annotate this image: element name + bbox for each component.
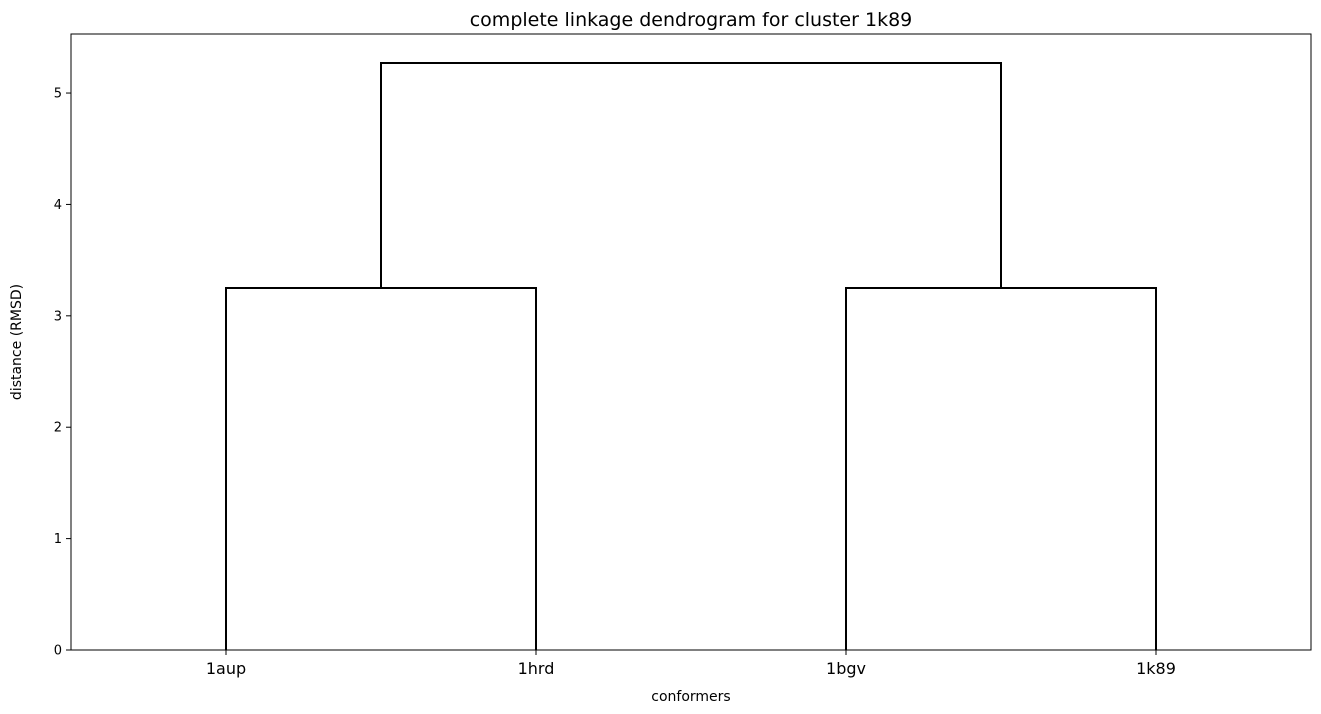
chart-title: complete linkage dendrogram for cluster … (470, 9, 913, 31)
dendrogram-links (225, 61, 1157, 650)
y-tick-label: 5 (54, 87, 62, 102)
leaf-label-1bgv: 1bgv (826, 659, 866, 678)
plot-area-frame (70, 33, 1312, 651)
leaf-label-1hrd: 1hrd (518, 659, 555, 678)
leaf-label-1k89: 1k89 (1136, 659, 1176, 678)
y-tick-label: 2 (54, 421, 62, 436)
y-axis: 0 1 2 3 4 5 (54, 87, 71, 659)
dendrogram-link-3 (380, 61, 1002, 288)
x-axis-label: conformers (651, 689, 730, 705)
y-tick-label: 3 (54, 309, 62, 324)
dendrogram-link-2 (845, 286, 1157, 650)
leaf-label-1aup: 1aup (206, 659, 246, 678)
y-tick-label: 4 (54, 198, 62, 213)
x-axis: 1aup 1hrd 1bgv 1k89 (206, 650, 1176, 678)
y-tick-label: 0 (54, 644, 62, 659)
y-axis-label: distance (RMSD) (9, 284, 25, 400)
y-tick-label: 1 (54, 532, 62, 547)
dendrogram-link-1 (225, 286, 537, 650)
